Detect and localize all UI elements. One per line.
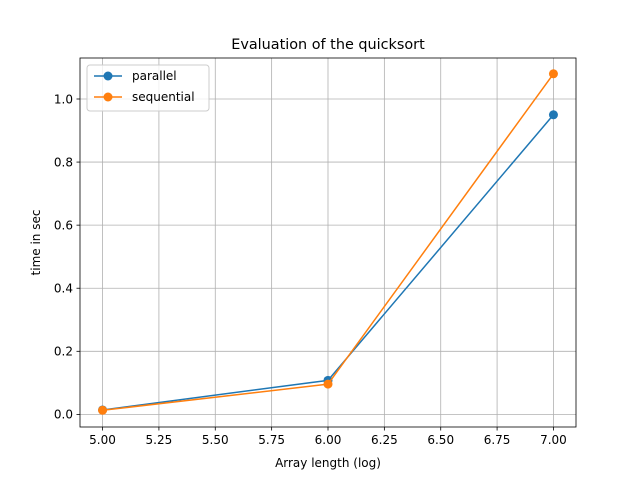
chart-title: Evaluation of the quicksort xyxy=(231,37,425,53)
grid xyxy=(80,58,576,427)
x-tick-label: 6.50 xyxy=(427,433,454,447)
data-point-sequential xyxy=(98,405,108,415)
x-tick-label: 5.00 xyxy=(89,433,116,447)
y-tick-label: 0.6 xyxy=(54,218,73,232)
legend: parallel sequential xyxy=(86,64,210,112)
data-point-sequential xyxy=(548,69,558,79)
y-tick-label: 1.0 xyxy=(54,92,73,106)
x-tick-label: 6.25 xyxy=(371,433,398,447)
legend-marker-sequential xyxy=(103,92,113,102)
legend-marker-parallel xyxy=(103,71,113,81)
y-tick-label: 0.0 xyxy=(54,408,73,422)
y-tick-label: 0.2 xyxy=(54,345,73,359)
y-tick-label: 0.4 xyxy=(54,282,73,296)
x-tick-label: 7.00 xyxy=(540,433,567,447)
data-point-parallel xyxy=(548,110,558,120)
data-point-sequential xyxy=(323,379,333,389)
x-tick-label: 6.00 xyxy=(315,433,342,447)
series-layer xyxy=(98,69,558,415)
x-axis-label: Array length (log) xyxy=(275,456,381,470)
x-tick-label: 5.25 xyxy=(146,433,173,447)
y-tick-label: 0.8 xyxy=(54,155,73,169)
legend-label-sequential: sequential xyxy=(132,90,195,104)
ticks: 5.00 5.25 5.50 5.75 6.00 6.25 6.50 6.75 7.00 0.0 0… xyxy=(54,92,567,447)
y-axis-label: time in sec xyxy=(29,210,43,276)
x-tick-label: 5.50 xyxy=(202,433,229,447)
legend-label-parallel: parallel xyxy=(132,69,177,83)
series-sequential xyxy=(98,69,558,415)
x-tick-label: 5.75 xyxy=(258,433,285,447)
x-tick-label: 6.75 xyxy=(484,433,511,447)
